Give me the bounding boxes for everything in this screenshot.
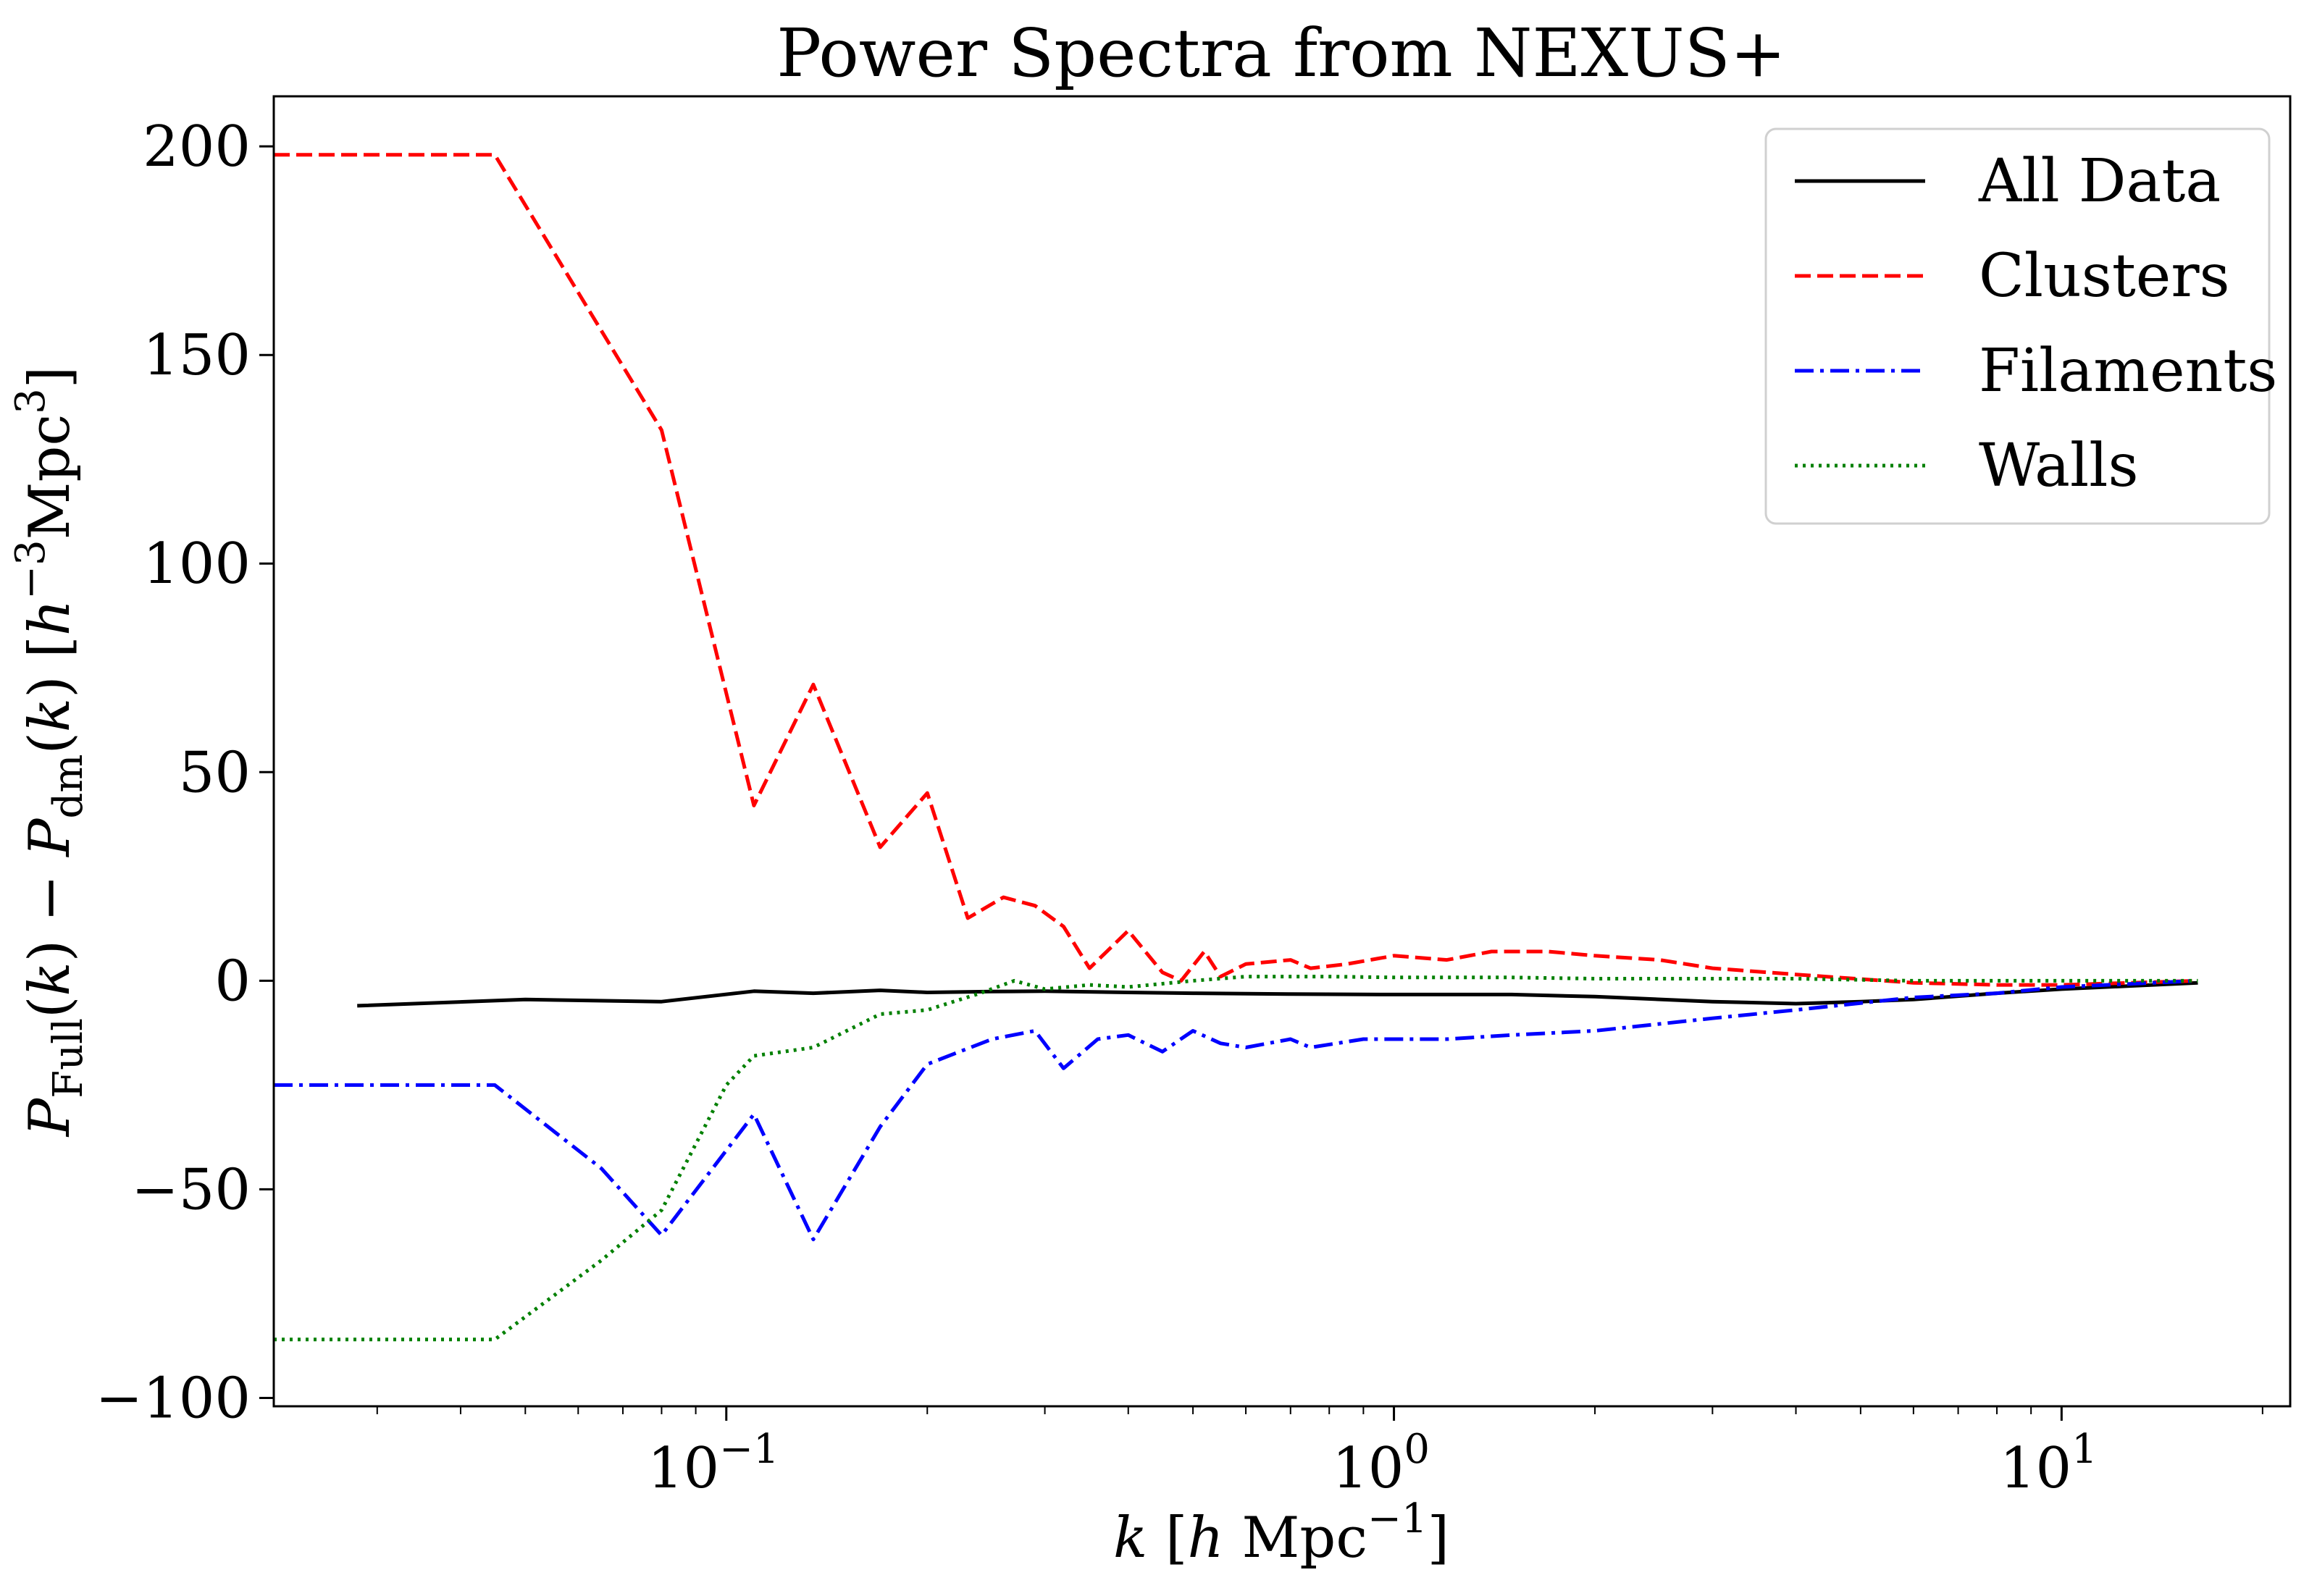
y-tick-label: 50 (179, 740, 251, 805)
x-tick-label: 10−1 (648, 1426, 779, 1501)
x-axis-label: k [h Mpc−1] (1113, 1495, 1449, 1571)
y-tick-label: 0 (214, 949, 251, 1014)
series-line-clusters (274, 153, 2198, 987)
legend-box (1764, 127, 2271, 525)
y-tick-label: −50 (131, 1157, 251, 1222)
y-tick-label: 200 (143, 114, 251, 180)
legend-label: Filaments (1979, 337, 2277, 406)
x-tick-label: 101 (2000, 1426, 2098, 1501)
chart-title: Power Spectra from NEXUS+ (776, 14, 1786, 92)
y-tick-label: 100 (143, 532, 251, 597)
axis-ticks: 200 150 100 50 0 −50 −100 10−1 100 101 (96, 114, 2263, 1501)
series-line-walls (274, 975, 2198, 1342)
legend-label: All Data (1978, 147, 2221, 216)
series-line-filaments (274, 978, 2198, 1242)
plot-frame (272, 95, 2292, 1408)
x-tick-label: 100 (1332, 1426, 1430, 1501)
y-tick-label: −100 (96, 1366, 251, 1431)
y-axis-label: PFull(k) − Pdm(k) [h−3Mpc3] (7, 366, 92, 1138)
series-layer (274, 153, 2198, 1342)
legend-label: Walls (1979, 432, 2139, 500)
y-tick-label: 150 (143, 323, 251, 388)
legend: All Data Clusters Filaments Walls (1764, 127, 2277, 525)
legend-label: Clusters (1979, 242, 2230, 311)
